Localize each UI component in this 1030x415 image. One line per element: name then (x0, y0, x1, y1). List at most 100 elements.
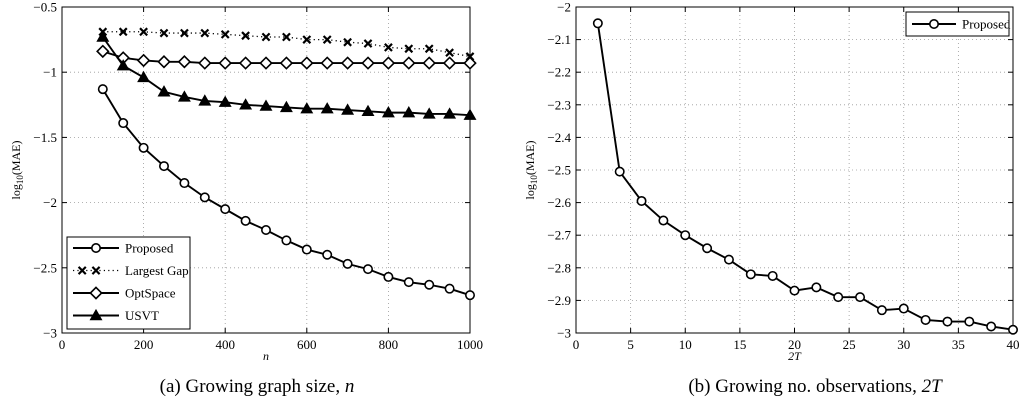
chart-a-y-axis-label-sub: 10 (15, 175, 25, 185)
chart-a-point-optspace (238, 56, 253, 70)
chart-a-point-usvt (116, 59, 130, 71)
chart-b-point-proposed (964, 316, 975, 327)
chart-a-xtick-label: 1000 (457, 337, 483, 352)
chart-a-point-optspace (361, 56, 375, 70)
chart-a-point-usvt (341, 103, 355, 115)
chart-b-point-proposed (723, 254, 734, 265)
chart-b-xtick-label: 25 (843, 337, 856, 352)
chart-a-y-axis-label-base: log (9, 184, 23, 199)
chart-b-point-proposed (767, 270, 778, 281)
chart-a-legend-label-proposed: Proposed (125, 241, 174, 256)
chart-a-series-usvt (96, 30, 477, 120)
chart-a-point-optspace (157, 55, 171, 69)
chart-a-xtick-label: 600 (297, 337, 317, 352)
chart-a-legend-marker-usvt (89, 308, 103, 321)
caption-a-label: (a) Growing graph size, (159, 376, 341, 397)
chart-a-point-largest-gap (118, 27, 128, 37)
chart-b-point-proposed (702, 243, 713, 254)
chart-b-xtick-label: 30 (897, 337, 910, 352)
chart-a-xtick-label: 400 (215, 337, 235, 352)
chart-a-point-largest-gap (424, 44, 434, 54)
chart-b-xtick-label: 40 (1007, 337, 1020, 352)
chart-b-xtick-label: 0 (573, 337, 580, 352)
chart-a-point-largest-gap (241, 31, 250, 41)
chart-b-y-axis-label-base: log (523, 184, 537, 199)
chart-b-series-line-proposed (596, 23, 1014, 331)
chart-a-point-proposed (138, 142, 149, 153)
chart-b-ytick-label: −2.3 (547, 97, 571, 112)
chart-a-point-optspace (259, 56, 273, 70)
chart-growing-graph-size: 0 200 400 600 800 1000 −3 −2.5 −2 −1.5 −1 −0.5 n log1… (9, 0, 483, 363)
chart-b-point-proposed (658, 215, 669, 226)
chart-b-series-proposed (592, 18, 1018, 335)
chart-b-point-proposed (833, 292, 844, 303)
chart-a-point-proposed (240, 215, 251, 226)
chart-b-point-proposed (592, 18, 603, 29)
chart-a-point-optspace (136, 53, 151, 68)
caption-a-symbol: n (344, 376, 355, 397)
chart-a-point-largest-gap (159, 28, 169, 38)
chart-a-point-optspace (198, 56, 212, 70)
chart-a-point-proposed (424, 279, 435, 290)
chart-a-xtick-label: 0 (59, 337, 66, 352)
caption-a: (a) Growing graph size, n (107, 376, 407, 398)
chart-a-point-usvt (279, 100, 293, 113)
chart-a-point-optspace (96, 44, 110, 59)
chart-a-point-usvt (443, 107, 457, 119)
chart-a-point-usvt (402, 106, 416, 118)
chart-a-point-optspace (402, 56, 416, 70)
chart-a-point-proposed (281, 235, 292, 246)
chart-a-point-proposed (159, 161, 170, 172)
chart-b-point-proposed (898, 303, 909, 314)
chart-a-point-usvt (218, 95, 232, 107)
chart-a-point-proposed (403, 277, 414, 288)
chart-b-point-proposed (745, 269, 756, 280)
chart-a-point-usvt (422, 107, 436, 119)
chart-b-point-proposed (855, 292, 866, 303)
chart-a-point-optspace (340, 56, 355, 70)
chart-b-point-proposed (636, 195, 647, 206)
chart-b-y-axis-label-rest: (MAE) (523, 140, 537, 175)
chart-a-legend-label-usvt: USVT (125, 308, 159, 323)
caption-b-label: (b) Growing no. observations, (688, 376, 917, 397)
chart-a-ytick-label: −3 (43, 326, 57, 341)
chart-a-point-usvt (177, 90, 191, 102)
chart-a-point-largest-gap (363, 39, 373, 48)
chart-b-point-proposed (789, 285, 800, 296)
chart-a-legend-box (66, 236, 191, 330)
chart-a-plot-frame (61, 6, 471, 334)
chart-a-point-optspace (218, 56, 232, 70)
chart-a-legend-marker-largest-gap (77, 266, 87, 275)
chart-a-point-optspace (320, 56, 334, 70)
chart-b-xtick-label: 15 (733, 337, 746, 352)
chart-a-point-optspace (463, 56, 477, 70)
chart-a-point-largest-gap (302, 35, 312, 44)
chart-growing-observations: 0 5 10 15 20 25 30 35 40 −3 −2.9 −2.8 −2.7 −2.6 −2.5 −2… (523, 0, 1020, 363)
chart-a-point-usvt (239, 98, 253, 110)
chart-a-legend-label-largest-gap: Largest Gap (125, 263, 189, 278)
chart-b-xtick-label: 35 (952, 337, 965, 352)
chart-a-ytick-label: −1 (43, 65, 57, 80)
chart-b-ytick-label: −3 (557, 326, 571, 341)
chart-b-ytick-label: −2.8 (547, 260, 571, 275)
chart-a-point-usvt (137, 70, 151, 83)
chart-a-point-proposed (260, 224, 271, 235)
chart-b-point-proposed (811, 282, 822, 293)
chart-a-point-proposed (444, 283, 455, 294)
chart-a-point-largest-gap (404, 44, 414, 54)
chart-a-series-largest-gap (98, 27, 475, 61)
chart-a-point-largest-gap (384, 43, 393, 52)
chart-b-point-proposed (876, 305, 887, 316)
chart-a-x-axis-label: n (263, 349, 269, 363)
chart-b-ytick-label: −2.9 (547, 293, 571, 308)
chart-b-legend-marker-proposed (928, 18, 939, 29)
chart-a-point-proposed (322, 249, 333, 260)
chart-a-xtick-label: 200 (134, 337, 154, 352)
chart-a-point-usvt (198, 94, 212, 106)
chart-b-ytick-label: −2 (557, 0, 571, 15)
caption-b-symbol: 2T (921, 376, 942, 397)
chart-a-point-usvt (463, 108, 477, 120)
chart-a-ytick-label: −0.5 (33, 0, 57, 15)
chart-b-point-proposed (942, 316, 953, 327)
